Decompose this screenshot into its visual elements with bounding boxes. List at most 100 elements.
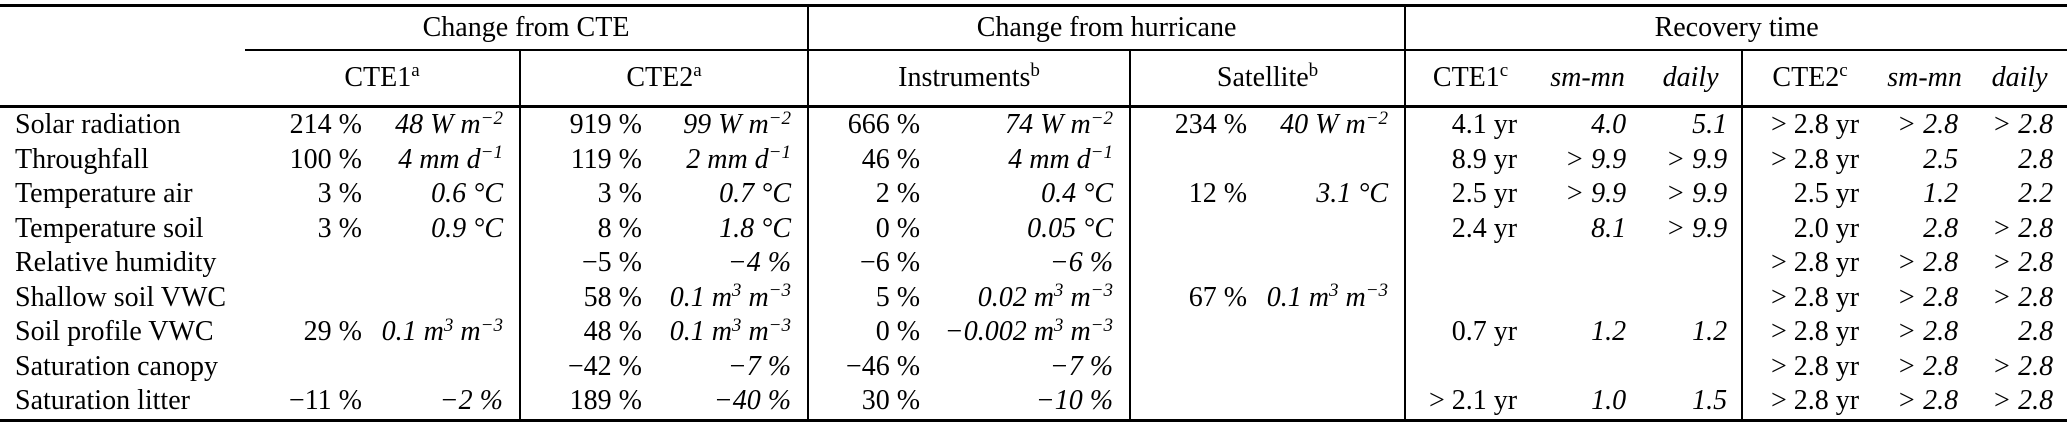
table-cell: 2.0 yr xyxy=(1741,211,1878,246)
table-cell xyxy=(1535,350,1640,385)
table-cell xyxy=(1129,315,1266,350)
col-header-recovery-cte2-daily: daily xyxy=(1972,50,2067,108)
table-cell: 48 W m−2 xyxy=(395,107,503,141)
table-row: Temperature air 3 % 0.6 °C 3 % 0.7 °C 2 % 0.4 … xyxy=(0,177,2067,212)
table-cell: 2 mm d−1 xyxy=(686,142,792,175)
table-cell: 58 % xyxy=(519,280,660,315)
table-cell: 0.7 °C xyxy=(719,178,792,210)
table-cell xyxy=(245,281,380,316)
table-cell: 1.8 °C xyxy=(719,212,792,244)
table-row: Saturation litter −11 % −2 % 189 % −40 % 30 %… xyxy=(0,384,2067,422)
table-cell: 4.0 xyxy=(1591,109,1627,141)
row-label: Throughfall xyxy=(15,143,149,175)
table-cell: > 2.8 xyxy=(1897,350,1959,382)
table-cell: 2.4 yr xyxy=(1404,211,1536,246)
table-cell: 100 % xyxy=(289,143,362,175)
table-row: Shallow soil VWC 58 % 0.1 m3 m−3 5 % 0.02 m3… xyxy=(0,280,2067,316)
table-cell: 2 % xyxy=(807,177,939,212)
table-cell: 4 mm d−1 xyxy=(1008,142,1114,175)
table-cell: 919 % xyxy=(519,106,660,143)
table-cell: 0.1 m3 m−3 xyxy=(381,314,503,348)
table-cell xyxy=(1404,246,1536,281)
table-cell: 4 mm d−1 xyxy=(398,142,503,175)
table-cell: −2 % xyxy=(380,384,520,422)
table-cell: 2.8 xyxy=(2018,316,2054,348)
table-cell: 2.5 xyxy=(1923,143,1959,175)
col-header-recovery-cte1-sm-mn: sm-mn xyxy=(1535,50,1641,108)
table-cell: −6 % xyxy=(807,246,939,281)
group-header-change-from-hurricane: Change from hurricane xyxy=(807,5,1406,51)
table-cell xyxy=(1404,349,1536,384)
table-cell: > 9.9 xyxy=(1565,178,1627,210)
row-label: Temperature air xyxy=(15,178,193,210)
table-cell xyxy=(1129,349,1266,384)
table-cell xyxy=(1535,246,1640,281)
table-cell: −4 % xyxy=(727,247,792,279)
col-header-recovery-cte2: CTE2c xyxy=(1741,50,1878,108)
table-cell xyxy=(1640,246,1742,281)
table-cell: > 9.9 xyxy=(1565,143,1627,175)
sub-header-row: CTE1a CTE2a Instrumentsb Satelliteb CTE1… xyxy=(0,50,2067,108)
table-cell: −10 % xyxy=(938,384,1131,422)
table-cell: 2.8 xyxy=(1923,212,1959,244)
table-cell: 30 % xyxy=(807,384,939,422)
table-cell: > 2.8 yr xyxy=(1741,349,1878,384)
table-cell: 0.9 °C xyxy=(431,212,503,244)
col-header-cte2: CTE2a xyxy=(518,50,809,108)
row-label: Saturation litter xyxy=(0,384,245,422)
table-cell: > 2.8 xyxy=(1877,384,1973,422)
row-label: Relative humidity xyxy=(15,247,217,279)
table-cell: 5 % xyxy=(807,280,939,315)
table-cell: 40 W m−2 xyxy=(1280,107,1389,141)
table-cell: 67 % xyxy=(1129,280,1266,315)
table-row: Soil profile VWC 29 % 0.1 m3 m−3 48 % 0.1 m3… xyxy=(0,315,2067,350)
table-cell xyxy=(1129,384,1266,422)
table-cell: 3 % xyxy=(317,178,362,210)
table-cell: 1.0 xyxy=(1535,384,1641,422)
table-cell: > 2.8 yr xyxy=(1741,106,1878,143)
table-cell: 189 % xyxy=(519,384,660,422)
table-cell: > 2.8 xyxy=(1992,281,2054,313)
table-cell xyxy=(1404,280,1536,315)
table-cell: > 2.8 xyxy=(1992,247,2054,279)
table-cell: > 2.8 xyxy=(1992,350,2054,382)
table-row: Saturation canopy −42 % −7 % −46 % −7 % > 2.8… xyxy=(0,349,2067,385)
table-cell xyxy=(1640,350,1742,385)
table-cell: 5.1 xyxy=(1692,109,1728,141)
environment-change-table: Change from CTE Change from hurricane Re… xyxy=(0,4,2067,422)
table-row: Temperature soil 3 % 0.9 °C 8 % 1.8 °C 0 % 0.0… xyxy=(0,211,2067,247)
group-header-row: Change from CTE Change from hurricane Re… xyxy=(0,5,2067,51)
table-cell: −40 % xyxy=(660,384,809,422)
table-cell xyxy=(1265,315,1405,350)
table-cell xyxy=(245,246,380,281)
table-cell: −46 % xyxy=(807,349,939,384)
table-cell: 74 W m−2 xyxy=(1005,107,1114,141)
table-cell: 99 W m−2 xyxy=(683,107,792,141)
table-cell: 3.1 °C xyxy=(1316,178,1389,210)
table-cell: > 2.8 xyxy=(1897,109,1959,141)
table-cell xyxy=(1265,246,1405,281)
table-cell: 234 % xyxy=(1129,106,1266,143)
group-header-recovery-time: Recovery time xyxy=(1404,5,2067,51)
table-cell xyxy=(1265,212,1405,247)
table-cell: 0.4 °C xyxy=(1041,178,1114,210)
table-cell: > 2.8 xyxy=(1972,384,2067,422)
table-cell: > 2.8 yr xyxy=(1741,142,1878,177)
table-cell: > 2.8 yr xyxy=(1741,384,1878,422)
table-cell: 119 % xyxy=(519,142,660,177)
table-cell: 0.7 yr xyxy=(1404,315,1536,350)
table-cell: 1.2 xyxy=(1923,178,1959,210)
table-cell: 3 % xyxy=(519,177,660,212)
table-cell xyxy=(380,281,520,316)
table-cell: 0.05 °C xyxy=(1027,212,1114,244)
row-label: Solar radiation xyxy=(15,109,181,141)
row-label: Soil profile VWC xyxy=(15,316,214,348)
table-cell: 0 % xyxy=(807,315,939,350)
corner-cell xyxy=(0,50,245,108)
table-cell: −6 % xyxy=(1049,247,1114,279)
table-cell xyxy=(1129,246,1266,281)
col-header-recovery-cte1: CTE1c xyxy=(1404,50,1536,108)
corner-cell xyxy=(0,6,245,51)
table-row: Relative humidity −5 % −4 % −6 % −6 % > 2.8 y… xyxy=(0,246,2067,281)
table-cell: > 2.8 yr xyxy=(1741,280,1878,315)
